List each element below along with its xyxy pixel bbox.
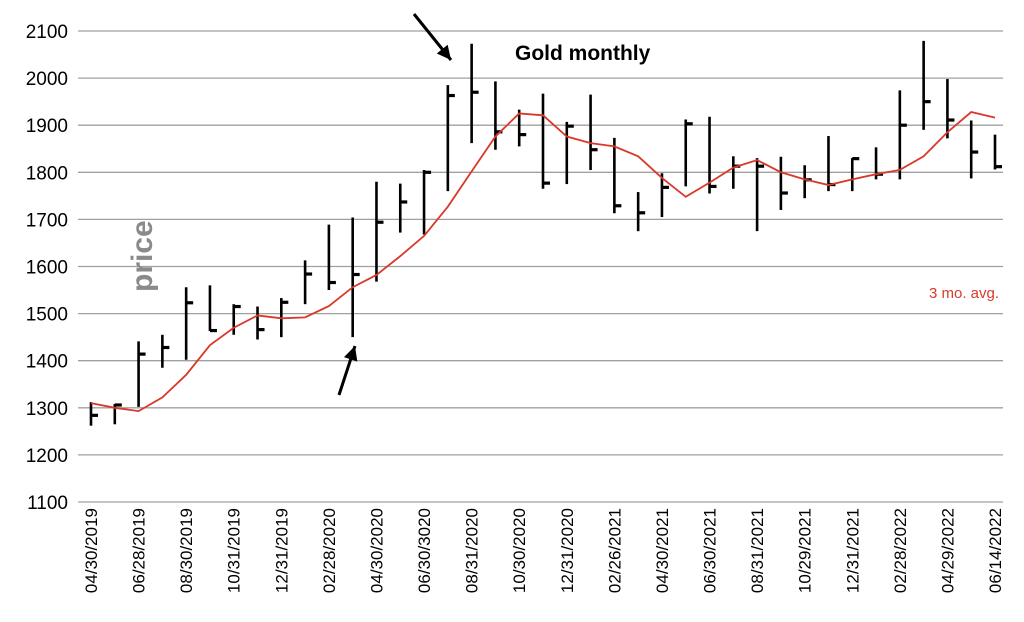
y-tick-label: 1600 (26, 258, 68, 279)
y-tick-label: 1300 (26, 399, 68, 420)
y-axis-tick-labels: 1100 1200 1300 1400 1500 1600 1700 1800 1900 2000… (26, 22, 68, 514)
y-tick-label: 1700 (26, 210, 68, 231)
y-tick-label: 1500 (26, 305, 68, 326)
x-tick-label: 06/28/2019 (130, 508, 149, 593)
x-tick-label: 02/28/2020 (320, 508, 339, 593)
annotation-arrows (337, 13, 453, 396)
gridlines (78, 30, 1003, 503)
y-tick-label: 1400 (26, 352, 68, 373)
x-tick-label: 08/30/2019 (177, 508, 196, 593)
x-tick-label: 08/31/2021 (748, 508, 767, 593)
x-tick-label: 10/29/2021 (796, 508, 815, 593)
y-axis-label: price (126, 220, 159, 292)
y-tick-label: 1100 (27, 493, 68, 514)
y-tick-label: 2000 (26, 69, 68, 90)
annotation-arrow-head (344, 346, 358, 362)
x-tick-label: 08/31/2020 (463, 508, 482, 593)
x-tick-label: 06/30/2021 (701, 508, 720, 593)
x-tick-label: 12/31/2019 (272, 508, 291, 593)
x-tick-label: 06/14/2022 (986, 508, 1005, 593)
y-tick-label: 2100 (26, 22, 68, 43)
y-tick-label: 1200 (26, 446, 68, 467)
x-tick-label: 10/31/2019 (225, 508, 244, 593)
x-tick-label: 04/29/2022 (938, 508, 957, 593)
x-tick-label: 04/30/2020 (367, 508, 386, 593)
y-tick-label: 1900 (26, 116, 68, 137)
x-tick-label: 06/30/3020 (415, 508, 434, 593)
x-axis-tick-labels: 04/30/2019 06/28/2019 08/30/2019 10/31/2019… (82, 508, 1005, 593)
y-tick-label: 1800 (26, 163, 68, 184)
x-tick-label: 12/31/2021 (843, 508, 862, 593)
x-tick-label: 10/30/2020 (510, 508, 529, 593)
x-tick-label: 12/31/2020 (558, 508, 577, 593)
chart-title: Gold monthly (515, 42, 651, 65)
x-tick-label: 02/28/2022 (891, 508, 910, 593)
annotation-arrow-head (436, 44, 451, 60)
x-tick-label: 04/30/2019 (82, 508, 101, 593)
x-tick-label: 04/30/2021 (653, 508, 672, 593)
x-tick-label: 02/26/2021 (605, 508, 624, 593)
moving-average-label: 3 mo. avg. (929, 285, 999, 302)
moving-average-line (90, 111, 996, 413)
ohlc-bars (89, 40, 1002, 426)
